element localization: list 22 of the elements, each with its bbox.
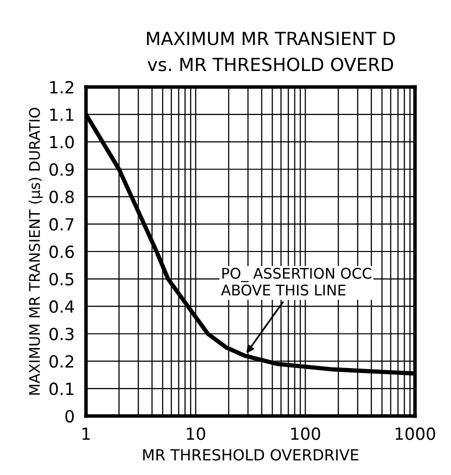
y-tick-label: 0.6 [49, 245, 74, 258]
x-tick-label: 1 [82, 428, 90, 440]
annotation: PO_ ASSERTION OCC ABOVE THIS LINE [221, 268, 372, 296]
chart-title: MAXIMUM MR TRANSIENT D [147, 32, 395, 46]
y-tick-label: 0.1 [49, 382, 74, 396]
y-tick-label: 0.2 [49, 355, 74, 368]
x-tick-label: 100 [291, 427, 320, 440]
y-tick-label: 1.1 [50, 108, 74, 121]
chart-subtitle: vs. MR THRESHOLD OVERD [148, 58, 394, 72]
y-tick-label: 0.7 [49, 218, 74, 231]
y-tick-label: 0.5 [49, 272, 74, 286]
y-tick-label: 1.2 [50, 80, 74, 94]
y-tick-label: 0.4 [49, 300, 74, 313]
x-tick-label: 10 [186, 427, 206, 440]
x-axis-title: MR THRESHOLD OVERDRIVE [143, 449, 358, 461]
y-tick-label: 0 [65, 410, 74, 423]
y-tick-label: 0.8 [49, 190, 74, 204]
y-tick-label: 1.0 [50, 136, 74, 148]
y-tick-label: 0.9 [49, 163, 74, 176]
y-axis-title: MAXIMUM MR TRANSIENT (µs) DURATIO [28, 108, 43, 395]
y-tick-label: 0.3 [49, 328, 74, 340]
x-tick-label: 1000 [396, 427, 436, 440]
